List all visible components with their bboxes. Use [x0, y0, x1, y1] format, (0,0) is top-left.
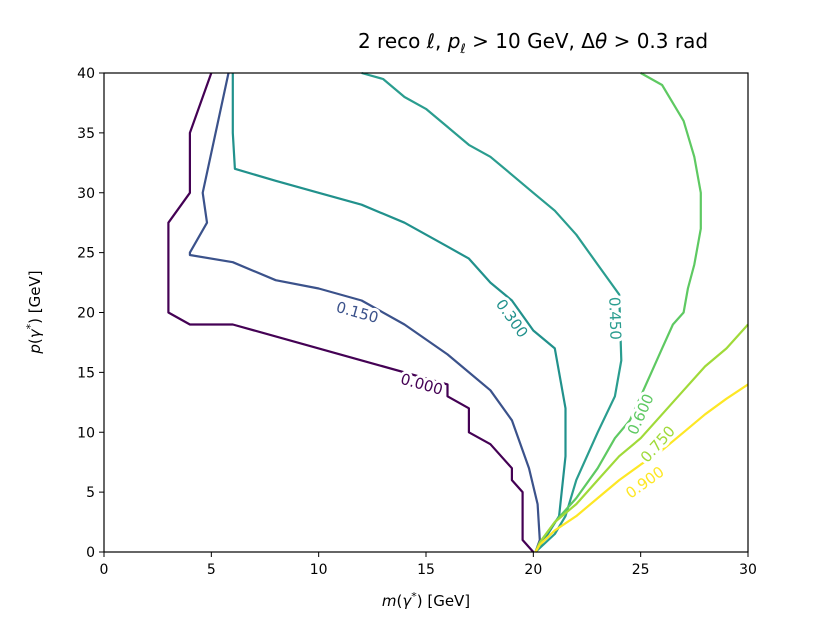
- y-tick-label: 25: [77, 246, 95, 262]
- title-tail: > 0.3 rad: [607, 29, 708, 53]
- ylabel-gamma: γ: [26, 328, 44, 338]
- xlabel-func: m: [382, 592, 397, 610]
- y-tick-label: 10: [77, 425, 95, 441]
- y-axis-label: p(γ*) [GeV]: [24, 270, 44, 354]
- xlabel-star: *: [411, 590, 417, 603]
- x-axis-ticks: 0 5 10 15 20 25 30: [100, 552, 757, 578]
- y-tick-label: 15: [77, 365, 95, 381]
- contour-line-0.150: [188, 72, 541, 553]
- x-axis-label: m(γ*) [GeV]: [382, 590, 470, 610]
- title-theta: θ: [595, 29, 607, 53]
- x-tick-label: 25: [632, 562, 650, 578]
- y-tick-label: 40: [77, 66, 95, 82]
- xlabel-open: (: [396, 592, 402, 610]
- contour-line-0.900: [534, 383, 749, 553]
- x-tick-label: 10: [310, 562, 328, 578]
- contour-line-0.600: [534, 72, 702, 553]
- y-tick-label: 0: [86, 545, 95, 561]
- title-p: p: [447, 29, 461, 53]
- xlabel-gamma: γ: [402, 592, 412, 610]
- x-tick-label: 30: [739, 562, 757, 578]
- contour-line-0.300: [231, 73, 567, 553]
- y-tick-label: 5: [86, 485, 95, 501]
- ylabel-star: *: [24, 323, 37, 329]
- contour-line-0.750: [534, 323, 749, 553]
- x-tick-label: 20: [524, 562, 542, 578]
- ylabel-func: p: [26, 344, 44, 355]
- contour-line-0.450: [361, 71, 623, 553]
- ylabel-close: ) [GeV]: [26, 270, 44, 323]
- ylabel-open: (: [26, 338, 44, 344]
- title-mid: > 10 GeV, Δ: [466, 29, 595, 53]
- y-tick-label: 35: [77, 126, 95, 142]
- contour-lines: [167, 71, 749, 553]
- contour-line-0.000: [167, 72, 535, 553]
- title-p-sub: ℓ: [459, 42, 465, 57]
- x-tick-label: 0: [100, 562, 109, 578]
- x-tick-label: 5: [207, 562, 216, 578]
- chart-title: 2 reco ℓ, pℓ > 10 GeV, Δθ > 0.3 rad: [358, 29, 708, 57]
- y-tick-label: 30: [77, 186, 95, 202]
- y-axis-ticks: 0 5 10 15 20 25 30 35 40: [77, 66, 104, 561]
- x-tick-label: 15: [417, 562, 435, 578]
- title-main: 2 reco ℓ,: [358, 29, 448, 53]
- contour-label-0.450: 0.450: [605, 297, 624, 341]
- y-tick-label: 20: [77, 306, 95, 322]
- xlabel-close: ) [GeV]: [417, 592, 470, 610]
